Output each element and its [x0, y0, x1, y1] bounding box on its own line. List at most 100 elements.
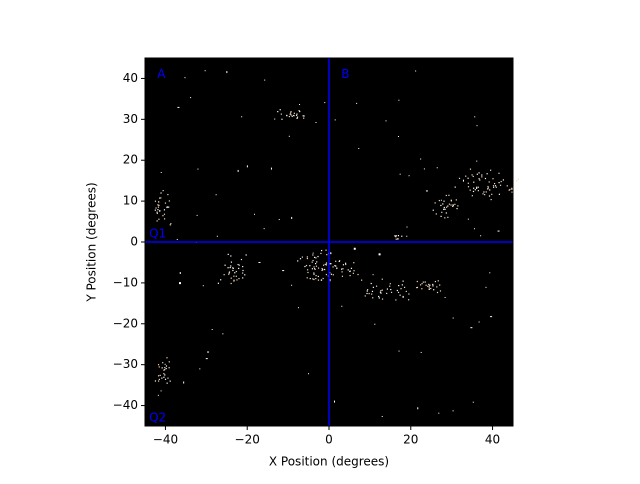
star [274, 118, 276, 120]
star [312, 252, 314, 254]
star [446, 206, 448, 208]
x-tick-label: 40 [485, 433, 500, 447]
star [444, 208, 446, 210]
star [432, 285, 434, 287]
star [395, 299, 397, 301]
star [315, 121, 317, 123]
star [315, 274, 317, 277]
star [401, 235, 403, 237]
star [224, 264, 226, 266]
x-axis-label: X Position (degrees) [269, 455, 389, 469]
star [245, 254, 247, 256]
star [442, 203, 444, 205]
star [399, 173, 401, 175]
star [179, 282, 182, 285]
star [452, 410, 454, 412]
star [164, 366, 166, 369]
star [378, 295, 380, 298]
star [498, 182, 500, 184]
star [432, 283, 434, 286]
star [371, 293, 373, 295]
star [366, 289, 369, 291]
star [402, 296, 404, 298]
star [162, 190, 164, 192]
star [378, 253, 381, 256]
star [227, 253, 229, 255]
star [158, 366, 160, 368]
star [474, 189, 476, 191]
star [168, 367, 170, 369]
star [339, 260, 341, 262]
star [450, 204, 452, 206]
star [406, 226, 408, 228]
star [223, 274, 225, 276]
star [157, 394, 159, 396]
star [301, 256, 303, 258]
x-tick-label: 20 [403, 433, 418, 447]
star [416, 286, 419, 289]
star [423, 168, 425, 170]
star [436, 286, 438, 288]
star [315, 277, 317, 280]
star [451, 205, 454, 207]
star [158, 204, 160, 206]
star [493, 186, 495, 188]
star [434, 280, 436, 283]
star [282, 270, 285, 272]
star [506, 185, 508, 187]
star [402, 280, 404, 282]
y-tick-label: 0 [130, 235, 138, 249]
star [216, 235, 218, 237]
star [435, 213, 437, 215]
star [244, 274, 246, 276]
star [483, 191, 485, 193]
star [396, 289, 398, 292]
star [452, 204, 454, 206]
star [291, 284, 293, 286]
annotation: Q2 [149, 410, 166, 424]
star [430, 287, 432, 290]
star [485, 286, 487, 288]
star [232, 269, 234, 272]
star [165, 365, 168, 367]
star [455, 199, 457, 201]
star [158, 218, 160, 220]
star [341, 271, 343, 273]
star [421, 283, 423, 285]
star [432, 209, 434, 211]
star [325, 262, 328, 264]
star [494, 185, 497, 187]
star [204, 70, 206, 72]
star [366, 292, 368, 295]
star [478, 172, 480, 174]
star [502, 179, 504, 181]
star [184, 77, 186, 79]
star [438, 412, 440, 414]
star [422, 281, 424, 283]
star [324, 102, 326, 104]
star [324, 263, 326, 265]
star [372, 286, 374, 288]
star [353, 262, 355, 264]
star [487, 188, 489, 190]
y-tick-label: 20 [123, 153, 138, 167]
star [306, 277, 308, 279]
star [235, 275, 237, 277]
star [159, 197, 161, 199]
star [441, 211, 443, 213]
star [457, 205, 459, 207]
star [511, 188, 513, 190]
star [473, 228, 475, 230]
star [306, 256, 308, 258]
star [489, 272, 491, 274]
star [299, 258, 302, 260]
star [487, 187, 489, 189]
star [479, 179, 481, 181]
star [157, 206, 160, 208]
star [159, 210, 161, 212]
star [352, 272, 354, 274]
star [511, 187, 513, 189]
star [434, 202, 436, 204]
star [253, 213, 255, 215]
